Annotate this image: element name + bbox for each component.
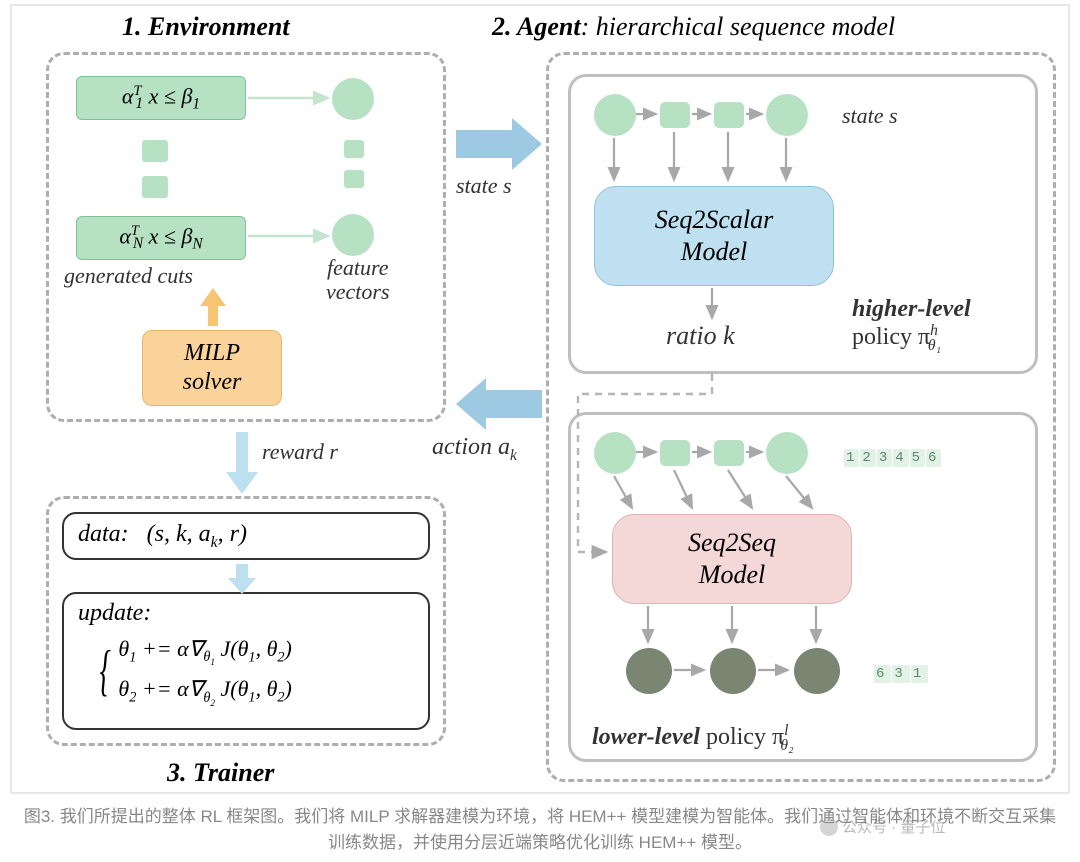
- out-circ3: [794, 648, 840, 694]
- watermark: 公众号 · 量子位: [820, 816, 945, 837]
- lower-level-policy-label: lower-level policy πlθ₂: [592, 722, 794, 754]
- seq2seq-box: Seq2Seq Model: [612, 514, 852, 604]
- l-state-sq1: [660, 440, 690, 466]
- feature-vectors-label: featurevectors: [326, 256, 390, 304]
- generated-cuts-label: generated cuts: [64, 264, 193, 288]
- l-state-circ1: [594, 432, 636, 474]
- out-circ1: [626, 648, 672, 694]
- feature-dot1: [344, 140, 364, 158]
- env-title: 1. Environment: [122, 12, 290, 42]
- reward-r-label: reward r: [262, 440, 338, 464]
- state-s-label: state s: [456, 174, 512, 198]
- seq2scalar-box: Seq2Scalar Model: [594, 186, 834, 286]
- env-dot2: [142, 176, 168, 198]
- feature-circle-bottom: [332, 214, 374, 256]
- higher-level-policy-label: higher-level policy πhθ₁: [852, 296, 971, 354]
- seq-tag-top: 123456: [844, 450, 942, 466]
- milp-solver-box: MILPsolver: [142, 330, 282, 406]
- trainer-update-row: update: { θ1 += α∇θ1 J(θ1, θ2) θ2 += α∇θ…: [62, 592, 430, 730]
- h-state-sq2: [714, 102, 744, 128]
- feature-dot2: [344, 170, 364, 188]
- seq-tag-bottom: 631: [874, 666, 929, 682]
- h-state-circ1: [594, 94, 636, 136]
- trainer-data-row: data: (s, k, ak, r): [62, 512, 430, 560]
- trainer-title: 3. Trainer: [167, 758, 274, 788]
- action-ak-label: action ak: [432, 434, 517, 464]
- ratio-k-label: ratio k: [666, 322, 735, 351]
- state-s-label-2: state s: [842, 104, 898, 128]
- feature-circle-top: [332, 78, 374, 120]
- h-state-sq1: [660, 102, 690, 128]
- l-state-sq2: [714, 440, 744, 466]
- h-state-circ2: [766, 94, 808, 136]
- out-circ2: [710, 648, 756, 694]
- l-state-circ2: [766, 432, 808, 474]
- agent-title: 2. Agent: hierarchical sequence model: [492, 12, 895, 42]
- cut-box-top: αT1 x ≤ β1: [76, 76, 246, 120]
- env-dot1: [142, 140, 168, 162]
- figure-canvas: 1. Environment 2. Agent: hierarchical se…: [10, 4, 1070, 794]
- wechat-icon: [820, 818, 838, 836]
- cut-box-bottom: αTN x ≤ βN: [76, 216, 246, 260]
